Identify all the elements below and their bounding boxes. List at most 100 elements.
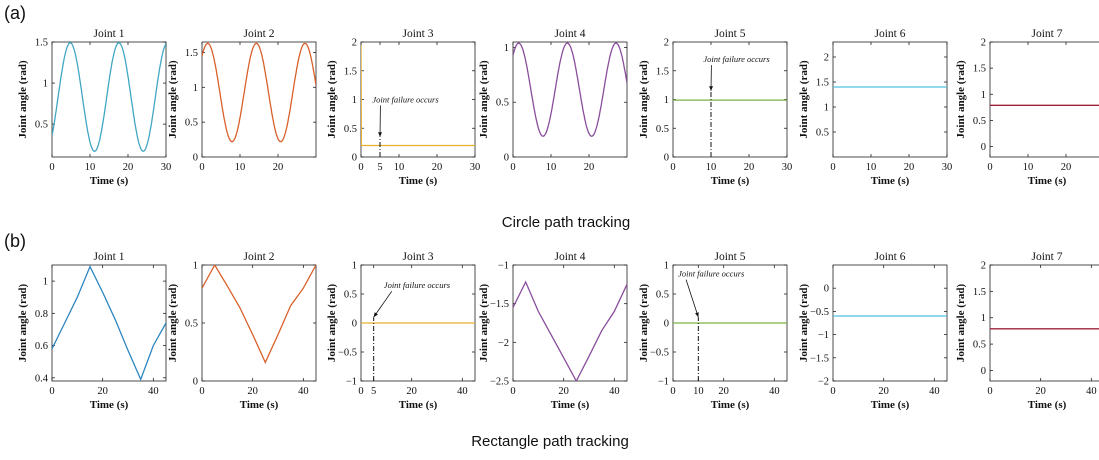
y-tick-label: −1 (498, 261, 509, 272)
axes-box (202, 265, 316, 381)
axes-box (990, 42, 1099, 157)
x-tick-label: 5 (377, 162, 382, 173)
series-line (202, 265, 316, 362)
x-tick-label: 20 (878, 386, 889, 397)
y-tick-label: 0 (664, 319, 669, 330)
x-tick-label: 0 (510, 386, 515, 397)
x-tick-label: 0 (987, 386, 992, 397)
y-tick-label: 0.5 (344, 290, 357, 301)
y-axis-label: Joint angle (rad) (638, 284, 650, 363)
y-tick-label: −1.5 (490, 299, 509, 310)
x-tick-label: 40 (148, 386, 159, 397)
y-axis-label: Joint angle (rad) (798, 284, 810, 363)
y-tick-label: 1 (43, 277, 48, 288)
x-tick-label: 0 (358, 162, 363, 173)
x-tick-label: 20 (406, 386, 417, 397)
axes-box (990, 265, 1099, 381)
subplot-title: Joint 2 (244, 28, 275, 40)
x-tick-label: 20 (584, 162, 595, 173)
y-tick-label: 0 (352, 153, 357, 164)
x-axis-label: Time (s) (551, 399, 590, 411)
y-tick-label: 1 (193, 83, 198, 94)
axes-box (513, 265, 627, 381)
x-tick-label: 0 (510, 162, 515, 173)
y-tick-label: 0 (193, 153, 198, 164)
x-tick-label: 0 (199, 162, 204, 173)
y-tick-label: −1 (346, 377, 357, 388)
y-tick-label: −2 (818, 377, 829, 388)
x-tick-label: 10 (546, 162, 557, 173)
x-axis-label: Time (s) (711, 399, 750, 411)
y-tick-label: 0.5 (496, 98, 509, 109)
x-axis-label: Time (s) (1028, 175, 1067, 187)
y-tick-label: −1 (818, 330, 829, 341)
x-tick-label: 20 (718, 386, 729, 397)
y-tick-label: 0 (824, 284, 829, 295)
x-tick-label: 30 (782, 162, 793, 173)
x-tick-label: 0 (49, 386, 54, 397)
subplot-title: Joint 3 (403, 251, 434, 263)
y-tick-label: −0.5 (650, 348, 669, 359)
y-tick-label: 2 (981, 261, 986, 272)
y-tick-label: 0.4 (35, 373, 49, 384)
subplot-title: Joint 1 (94, 251, 125, 263)
subplot-title: Joint 5 (715, 251, 746, 263)
subplot-title: Joint 6 (875, 251, 906, 263)
failure-arrowhead (378, 132, 382, 137)
subplot-title: Joint 2 (244, 251, 275, 263)
y-axis-label: Joint angle (rad) (478, 284, 490, 363)
x-tick-label: 40 (929, 386, 940, 397)
x-tick-label: 10 (235, 162, 246, 173)
panel-a-label: (a) (4, 3, 26, 23)
y-axis-label: Joint angle (rad) (17, 60, 29, 139)
subplot-title: Joint 4 (555, 28, 586, 40)
x-axis-label: Time (s) (871, 175, 910, 187)
series-line (202, 43, 316, 141)
y-tick-label: 2 (824, 53, 829, 64)
x-axis-label: Time (s) (1028, 399, 1067, 411)
x-tick-label: 20 (273, 162, 284, 173)
x-tick-label: 0 (199, 386, 204, 397)
caption-rectangle-path: Rectangle path tracking (471, 433, 629, 450)
y-tick-label: 0 (352, 319, 357, 330)
x-tick-label: 0 (670, 386, 675, 397)
x-axis-label: Time (s) (399, 175, 438, 187)
x-tick-label: 40 (457, 386, 468, 397)
x-tick-label: 30 (942, 162, 953, 173)
y-axis-label: Joint angle (rad) (326, 284, 338, 363)
x-tick-label: 20 (1061, 162, 1072, 173)
y-axis-label: Joint angle (rad) (167, 60, 179, 139)
failure-annotation-text: Joint failure occurs (678, 269, 745, 279)
x-tick-label: 10 (693, 386, 704, 397)
y-tick-label: −0.5 (338, 348, 357, 359)
x-tick-label: 0 (830, 162, 835, 173)
x-tick-label: 40 (298, 386, 309, 397)
y-tick-label: 0.5 (185, 319, 198, 330)
x-axis-label: Time (s) (90, 399, 129, 411)
y-tick-label: 1 (43, 79, 48, 90)
x-tick-label: 10 (866, 162, 877, 173)
y-tick-label: 0.5 (344, 124, 357, 135)
x-tick-label: 20 (1035, 386, 1046, 397)
x-tick-label: 10 (1023, 162, 1034, 173)
y-tick-label: 1 (981, 313, 986, 324)
failure-arrowhead (374, 312, 378, 317)
y-tick-label: 1.5 (816, 78, 829, 89)
subplot-title: Joint 5 (715, 28, 746, 40)
y-tick-label: 0.5 (185, 118, 198, 129)
failure-arrow (374, 291, 392, 317)
x-tick-label: 10 (85, 162, 96, 173)
y-tick-label: 0 (504, 153, 509, 164)
failure-arrow (686, 280, 698, 318)
failure-arrowhead (709, 86, 713, 91)
